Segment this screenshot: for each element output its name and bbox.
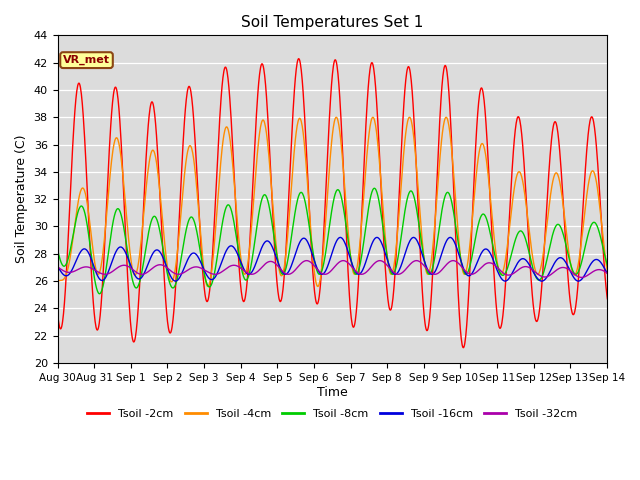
Tsoil -16cm xyxy=(479,248,486,254)
Tsoil -32cm xyxy=(614,276,621,281)
Title: Soil Temperatures Set 1: Soil Temperatures Set 1 xyxy=(241,15,424,30)
Line: Tsoil -8cm: Tsoil -8cm xyxy=(58,188,640,294)
Tsoil -32cm xyxy=(449,258,457,264)
Tsoil -4cm xyxy=(372,129,380,134)
Tsoil -4cm xyxy=(447,141,455,147)
Tsoil -4cm xyxy=(442,114,450,120)
Tsoil -16cm xyxy=(369,240,376,246)
Tsoil -2cm xyxy=(372,96,380,102)
Tsoil -16cm xyxy=(372,235,380,240)
Tsoil -8cm xyxy=(96,291,104,297)
Tsoil -8cm xyxy=(371,185,378,191)
Y-axis label: Soil Temperature (C): Soil Temperature (C) xyxy=(15,135,28,264)
Tsoil -32cm xyxy=(369,263,376,268)
Tsoil -4cm xyxy=(54,278,61,284)
Tsoil -4cm xyxy=(369,114,376,120)
Tsoil -16cm xyxy=(83,247,90,252)
Tsoil -16cm xyxy=(392,271,399,277)
Line: Tsoil -2cm: Tsoil -2cm xyxy=(58,59,640,348)
Tsoil -4cm xyxy=(83,195,90,201)
Tsoil -2cm xyxy=(54,310,61,315)
Tsoil -8cm xyxy=(369,187,376,193)
Tsoil -4cm xyxy=(392,245,400,251)
Legend: Tsoil -2cm, Tsoil -4cm, Tsoil -8cm, Tsoil -16cm, Tsoil -32cm: Tsoil -2cm, Tsoil -4cm, Tsoil -8cm, Tsoi… xyxy=(83,404,582,423)
Tsoil -32cm xyxy=(372,259,380,265)
Tsoil -4cm xyxy=(479,142,487,147)
Tsoil -32cm xyxy=(446,259,454,264)
Tsoil -4cm xyxy=(314,284,322,289)
Tsoil -8cm xyxy=(479,211,487,217)
Text: VR_met: VR_met xyxy=(63,55,110,65)
X-axis label: Time: Time xyxy=(317,385,348,398)
Tsoil -32cm xyxy=(54,264,61,270)
Tsoil -2cm xyxy=(479,91,487,96)
Line: Tsoil -4cm: Tsoil -4cm xyxy=(58,117,640,287)
Tsoil -8cm xyxy=(83,217,90,223)
Tsoil -2cm xyxy=(392,252,400,257)
Tsoil -2cm xyxy=(83,169,90,175)
Tsoil -32cm xyxy=(479,263,486,269)
Line: Tsoil -32cm: Tsoil -32cm xyxy=(58,261,640,278)
Tsoil -2cm xyxy=(447,120,454,125)
Tsoil -8cm xyxy=(447,197,455,203)
Tsoil -16cm xyxy=(410,235,417,240)
Tsoil -16cm xyxy=(54,263,61,269)
Tsoil -32cm xyxy=(392,271,399,276)
Line: Tsoil -16cm: Tsoil -16cm xyxy=(58,238,640,281)
Tsoil -16cm xyxy=(501,278,509,284)
Tsoil -8cm xyxy=(373,190,381,195)
Tsoil -8cm xyxy=(393,262,401,268)
Tsoil -2cm xyxy=(460,345,467,350)
Tsoil -2cm xyxy=(294,56,302,61)
Tsoil -8cm xyxy=(54,247,61,252)
Tsoil -16cm xyxy=(447,235,454,240)
Tsoil -32cm xyxy=(83,264,90,270)
Tsoil -2cm xyxy=(369,61,376,67)
